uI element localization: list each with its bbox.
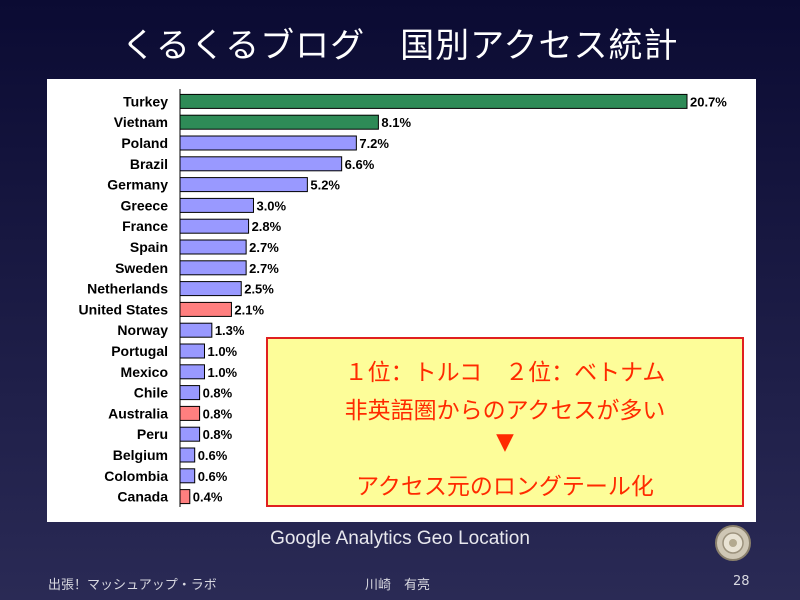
data-label: 0.8% [203, 406, 233, 421]
callout-line-ranking: １位：トルコ ２位：ベトナム [344, 360, 666, 386]
data-label: 0.8% [203, 427, 233, 442]
bar-greece [179, 197, 254, 213]
data-label: 2.7% [249, 240, 279, 255]
category-label: Australia [108, 405, 168, 421]
category-label: Germany [107, 177, 168, 193]
category-label: Poland [121, 135, 168, 151]
bar-turkey [179, 93, 688, 109]
bar-norway [179, 322, 213, 338]
category-label: Sweden [115, 260, 168, 276]
category-label: Belgium [113, 447, 168, 463]
data-label: 6.6% [345, 157, 375, 172]
category-label: Norway [117, 322, 168, 338]
footer-event-name: 出張！マッシュアップ・ラボ [48, 578, 217, 593]
bar-spain [179, 239, 247, 255]
category-label: Vietnam [114, 114, 168, 130]
bar-peru [179, 426, 201, 442]
category-label: Mexico [121, 364, 168, 380]
bar-chart: Turkey 20.7% Vietnam 8.1% Poland 7.2% Brazil 6.… [79, 89, 727, 507]
data-label: 1.3% [215, 323, 245, 338]
category-label: Chile [134, 385, 168, 401]
bar-australia [179, 405, 201, 421]
category-label: Spain [130, 239, 168, 255]
data-label: 2.5% [244, 282, 274, 297]
bar-germany [179, 177, 308, 193]
callout-line-non-english: 非英語圏からのアクセスが多い [344, 398, 666, 424]
category-label: Portugal [111, 343, 168, 359]
category-label: Peru [137, 426, 168, 442]
data-label: 1.0% [207, 344, 237, 359]
bar-sweden [179, 260, 247, 276]
data-label: 8.1% [381, 115, 411, 130]
logo-icon [715, 525, 751, 561]
bar-mexico [179, 364, 205, 380]
data-label: 2.8% [252, 219, 282, 234]
category-label: France [122, 218, 168, 234]
bar-united-states [179, 301, 232, 317]
category-label: Greece [121, 197, 169, 213]
data-label: 3.0% [256, 198, 286, 213]
category-label: Canada [117, 489, 168, 505]
page-number: 28 [733, 574, 750, 589]
data-label: 20.7% [690, 94, 727, 109]
data-label: 0.6% [198, 448, 228, 463]
callout-line-long-tail: アクセス元のロングテール化 [356, 474, 654, 500]
bar-chile [179, 385, 201, 401]
data-label: 2.1% [234, 302, 264, 317]
chart-caption: Google Analytics Geo Location [270, 528, 530, 549]
data-label: 1.0% [207, 365, 237, 380]
category-label: Turkey [123, 93, 168, 109]
chart-panel: Turkey 20.7% Vietnam 8.1% Poland 7.2% Brazil 6.… [47, 79, 756, 522]
callout-arrow-down-icon: ▼ [496, 429, 514, 455]
data-label: 0.4% [193, 490, 223, 505]
bar-colombia [179, 468, 196, 484]
category-label: United States [79, 301, 169, 317]
bar-france [179, 218, 250, 234]
bar-canada [179, 489, 191, 505]
data-label: 7.2% [359, 136, 389, 151]
bar-portugal [179, 343, 205, 359]
data-label: 5.2% [310, 178, 340, 193]
bar-vietnam [179, 114, 379, 130]
callout-box: １位：トルコ ２位：ベトナム 非英語圏からのアクセスが多い ▼ アクセス元のロン… [266, 337, 744, 507]
category-label: Netherlands [87, 281, 168, 297]
footer-presenter-name: 川崎 有亮 [365, 578, 431, 593]
bar-brazil [179, 156, 343, 172]
bar-poland [179, 135, 357, 151]
slide-title: くるくるブログ 国別アクセス統計 [121, 26, 679, 66]
data-label: 0.6% [198, 469, 228, 484]
category-label: Brazil [130, 156, 168, 172]
data-label: 0.8% [203, 386, 233, 401]
category-label: Colombia [104, 468, 168, 484]
bar-belgium [179, 447, 196, 463]
bar-netherlands [179, 281, 242, 297]
data-label: 2.7% [249, 261, 279, 276]
